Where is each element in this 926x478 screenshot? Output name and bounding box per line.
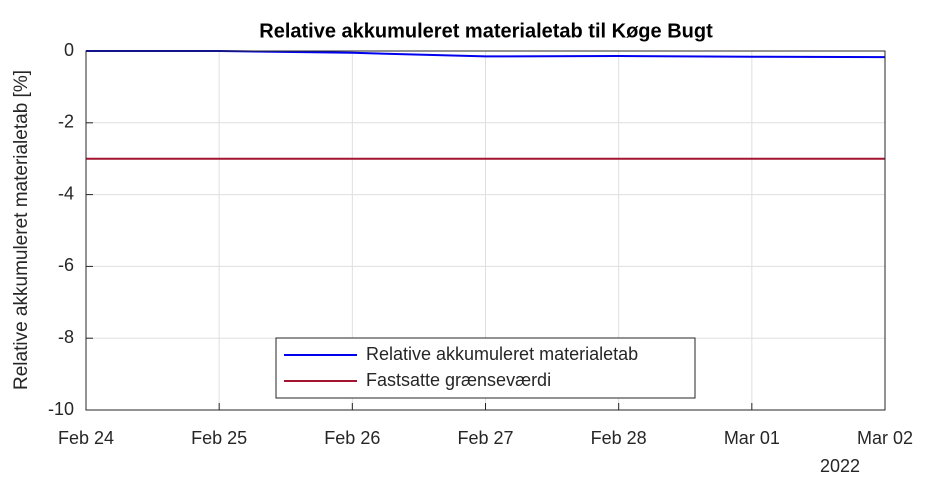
legend-label: Relative akkumuleret materialetab — [366, 344, 638, 364]
y-tick-label: -6 — [58, 255, 74, 275]
y-tick-label: -4 — [58, 183, 74, 203]
x-tick-label: Mar 02 — [857, 428, 913, 448]
x-tick-label: Feb 24 — [58, 428, 114, 448]
y-tick-label: -2 — [58, 112, 74, 132]
x-tick-label: Feb 27 — [457, 428, 513, 448]
y-tick-label: -8 — [58, 327, 74, 347]
axes-box — [85, 50, 886, 411]
legend-label: Fastsatte grænseværdi — [366, 370, 551, 390]
x-tick-label: Feb 25 — [191, 428, 247, 448]
x-secondary-label: 2022 — [820, 456, 860, 476]
legend-box — [275, 337, 696, 399]
chart-title: Relative akkumuleret materialetab til Kø… — [259, 20, 713, 42]
x-tick-label: Mar 01 — [724, 428, 780, 448]
y-tick-label: -10 — [48, 399, 74, 419]
x-tick-label: Feb 26 — [324, 428, 380, 448]
y-tick-label: 0 — [64, 40, 74, 60]
y-axis-label: Relative akkumuleret materialetab [%] — [11, 70, 32, 390]
x-tick-label: Feb 28 — [591, 428, 647, 448]
